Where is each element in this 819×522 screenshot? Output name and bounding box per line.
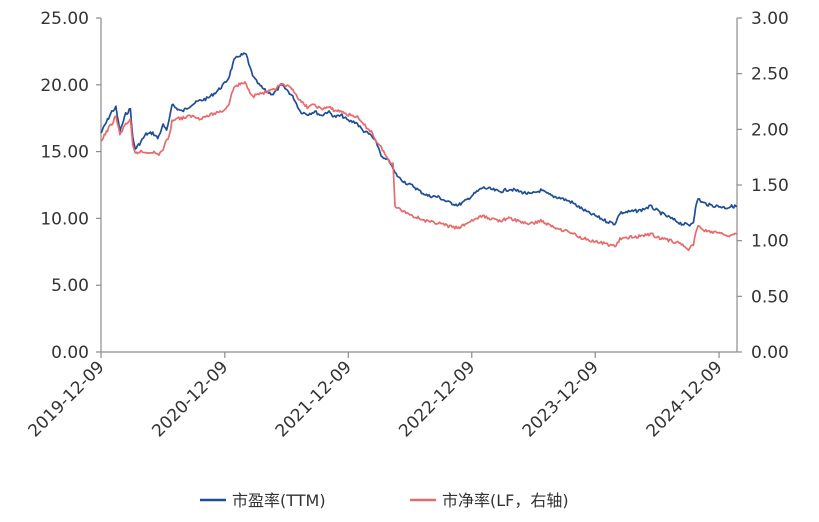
legend-label-pe: 市盈率(TTM) (232, 491, 326, 510)
left-tick-label: 25.00 (40, 9, 89, 29)
series-line-pe (100, 52, 738, 227)
left-tick-label: 5.00 (51, 276, 89, 296)
left-tick-label: 0.00 (51, 343, 89, 363)
right-tick-label: 2.50 (751, 65, 789, 85)
axes: 0.00 5.00 10.00 15.00 20.00 25.00 0.00 0.50 1.00… (25, 9, 789, 441)
x-tick-label: 2019-12-09 (25, 357, 109, 441)
right-tick-label: 2.00 (751, 120, 789, 140)
x-tick-label: 2024-12-09 (643, 357, 727, 441)
left-tick-label: 20.00 (40, 76, 89, 96)
legend-label-pb: 市净率(LF，右轴) (442, 491, 569, 510)
right-tick-label: 1.50 (751, 176, 789, 196)
left-tick-label: 10.00 (40, 209, 89, 229)
x-tick-label: 2020-12-09 (148, 357, 232, 441)
right-tick-label: 3.00 (751, 9, 789, 29)
x-tick-label: 2023-12-09 (519, 357, 603, 441)
right-tick-label: 0.50 (751, 287, 789, 307)
left-tick-label: 15.00 (40, 143, 89, 163)
series-line-pb (100, 81, 738, 252)
series-layer (100, 52, 738, 252)
legend: 市盈率(TTM) 市净率(LF，右轴) (200, 491, 569, 510)
x-tick-label: 2021-12-09 (272, 357, 356, 441)
right-tick-label: 0.00 (751, 343, 789, 363)
x-tick-label: 2022-12-09 (395, 357, 479, 441)
right-tick-label: 1.00 (751, 232, 789, 252)
